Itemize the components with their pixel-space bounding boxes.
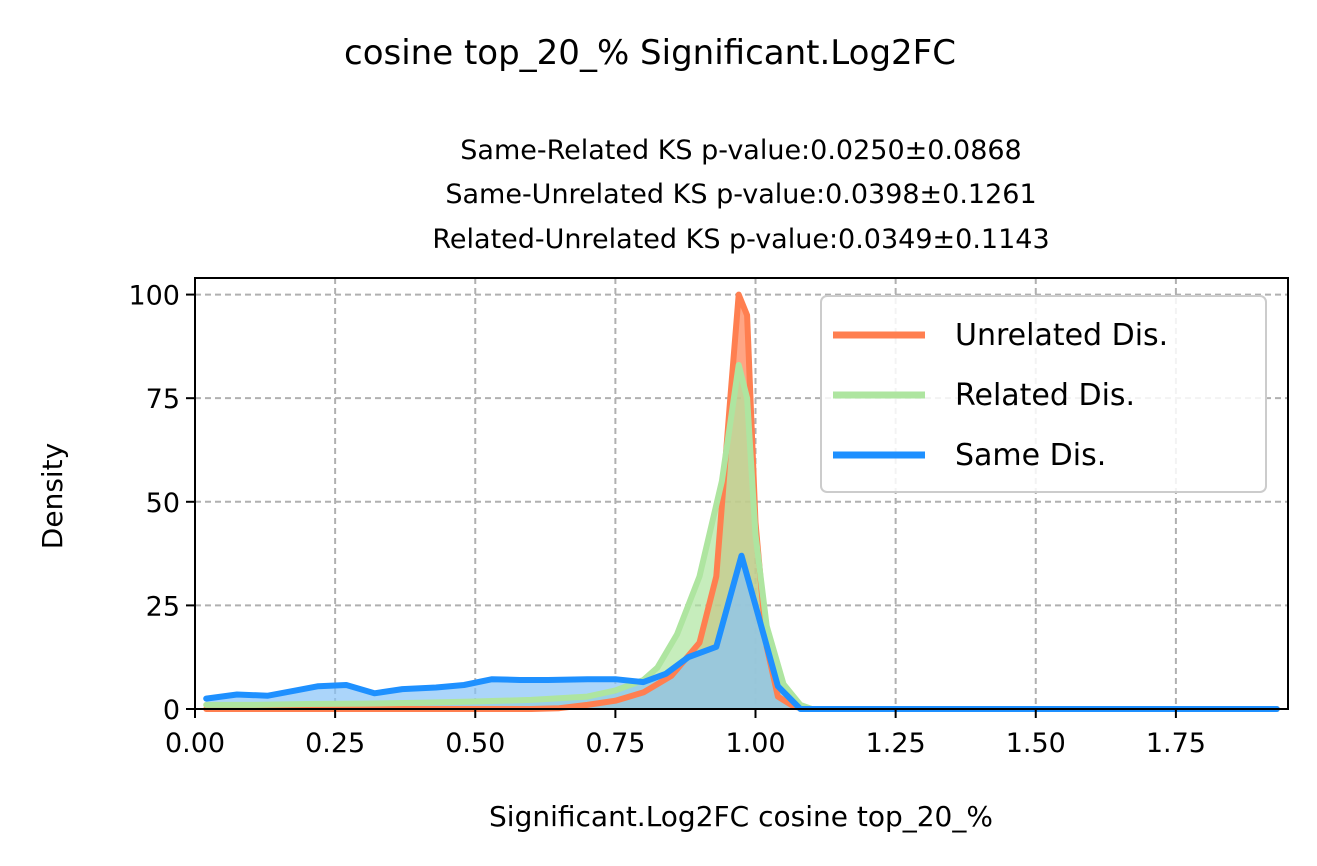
y-tick-label: 75	[146, 384, 180, 415]
x-tick-label: 1.00	[725, 728, 785, 759]
figure-suptitle: cosine top_20_% Significant.Log2FC	[344, 33, 956, 73]
y-tick-label: 50	[146, 488, 180, 519]
chart-title-line-3: Related-Unrelated KS p-value:0.0349±0.11…	[432, 224, 1049, 255]
legend-label: Unrelated Dis.	[955, 318, 1168, 353]
x-axis-label: Significant.Log2FC cosine top_20_%	[489, 800, 993, 833]
y-tick-label: 25	[146, 591, 180, 622]
series-fills	[206, 294, 1277, 709]
legend-label: Same Dis.	[955, 438, 1106, 473]
y-tick-label: 0	[163, 695, 180, 726]
x-axis-ticks: 0.00 0.25 0.50 0.75 1.00 1.25 1.50 1.75	[165, 709, 1206, 759]
series-fill-2	[206, 555, 1277, 709]
series-fill-1	[206, 365, 1277, 709]
y-axis-label: Density	[36, 443, 69, 549]
x-tick-label: 1.50	[1006, 728, 1066, 759]
x-tick-label: 0.25	[305, 728, 365, 759]
plot-frame	[194, 277, 1289, 710]
chart-title-line-1: Same-Related KS p-value:0.0250±0.0868	[460, 135, 1021, 166]
y-tick-label: 100	[128, 281, 180, 312]
series-line-2	[203, 552, 1280, 712]
legend: Unrelated Dis. Related Dis. Same Dis.	[820, 295, 1267, 493]
legend-box	[820, 295, 1267, 493]
x-tick-label: 1.25	[866, 728, 926, 759]
x-tick-label: 0.75	[585, 728, 645, 759]
chart-title-line-2: Same-Unrelated KS p-value:0.0398±0.1261	[445, 179, 1036, 210]
series-lines	[203, 291, 1280, 712]
legend-label: Related Dis.	[955, 378, 1135, 413]
y-axis-ticks: 0 25 50 75 100	[128, 281, 195, 726]
series-line-1	[203, 362, 1280, 712]
x-tick-label: 0.50	[445, 728, 505, 759]
x-tick-label: 1.75	[1146, 728, 1206, 759]
x-tick-label: 0.00	[165, 728, 225, 759]
